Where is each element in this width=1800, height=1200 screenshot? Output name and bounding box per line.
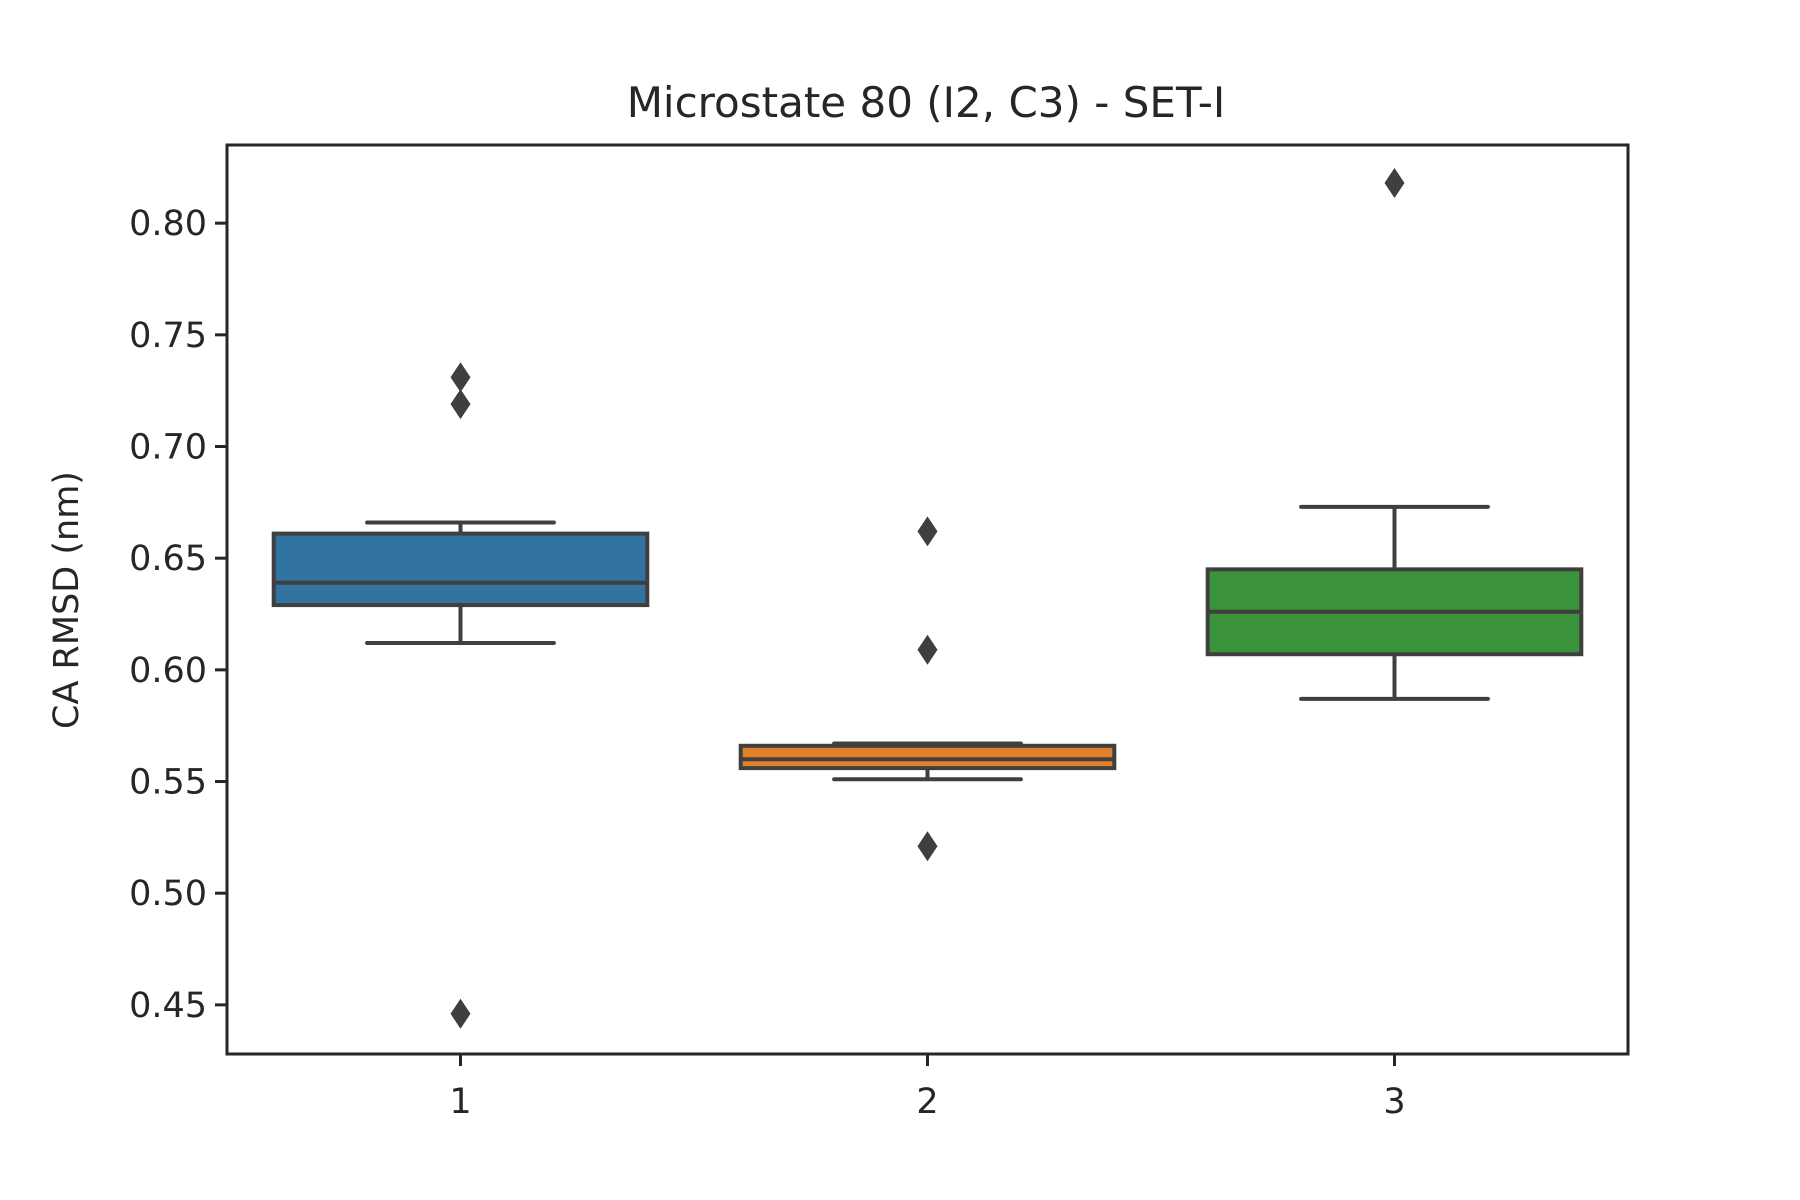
y-tick-label: 0.70 <box>129 428 207 468</box>
outlier-point <box>917 831 938 862</box>
outlier-point <box>917 516 938 547</box>
outlier-point <box>450 389 471 420</box>
outlier-point <box>450 998 471 1029</box>
outlier-point <box>917 634 938 665</box>
y-tick-label: 0.55 <box>129 763 207 803</box>
y-tick-label: 0.65 <box>129 539 207 579</box>
outlier-point <box>1384 167 1405 198</box>
x-tick-label: 1 <box>449 1082 471 1122</box>
y-tick-label: 0.75 <box>129 316 207 356</box>
plot-area <box>271 167 1584 1029</box>
x-tick-label: 3 <box>1383 1082 1405 1122</box>
outlier-point <box>450 362 471 393</box>
y-tick-label: 0.60 <box>129 651 207 691</box>
chart-title: Microstate 80 (I2, C3) - SET-I <box>627 78 1226 127</box>
y-tick-label: 0.50 <box>129 874 207 914</box>
y-tick-label: 0.80 <box>129 204 207 244</box>
box-group-2 <box>738 516 1117 862</box>
box-group-3 <box>1205 167 1584 701</box>
box <box>271 531 650 608</box>
box <box>738 743 1117 771</box>
x-tick-label: 2 <box>916 1082 938 1122</box>
plot-frame <box>225 143 1630 1056</box>
box-group-1 <box>271 362 650 1029</box>
y-tick-label: 0.45 <box>129 986 207 1026</box>
y-axis-label: CA RMSD (nm) <box>47 471 87 729</box>
